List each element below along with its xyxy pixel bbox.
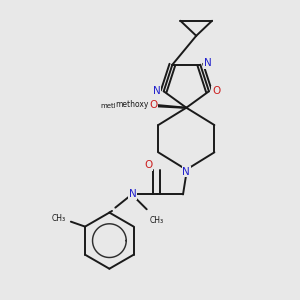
Text: N: N (182, 167, 190, 177)
Text: N: N (204, 58, 212, 68)
Text: O: O (144, 160, 152, 170)
Text: CH₃: CH₃ (150, 216, 164, 225)
Text: O: O (212, 86, 220, 96)
Text: methoxy: methoxy (116, 100, 149, 109)
Text: O: O (144, 101, 152, 111)
Text: methoxy: methoxy (100, 103, 131, 109)
Text: N: N (129, 189, 136, 200)
Text: CH₃: CH₃ (52, 214, 66, 223)
Text: N: N (153, 86, 160, 96)
Text: O: O (149, 100, 158, 110)
